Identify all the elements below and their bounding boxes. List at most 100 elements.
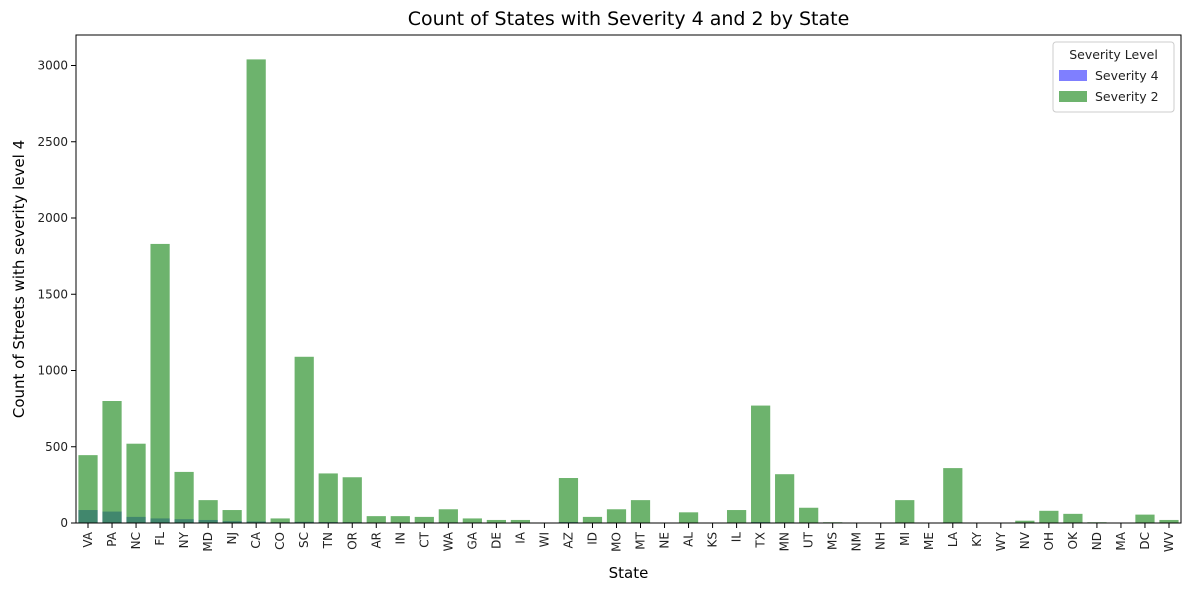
x-tick-label-ne: NE bbox=[658, 532, 672, 549]
bar-severity-2-va bbox=[78, 455, 98, 523]
bar-severity-2-tn bbox=[318, 473, 338, 523]
bar-severity-2-md bbox=[198, 500, 218, 523]
bar-severity-2-mo bbox=[606, 509, 627, 523]
chart-title: Count of States with Severity 4 and 2 by… bbox=[408, 8, 850, 30]
bar-severity-2-ia bbox=[510, 519, 531, 523]
bar-severity-2-oh bbox=[1039, 510, 1059, 523]
x-tick-label-sc: SC bbox=[297, 532, 311, 548]
x-tick-label-wa: WA bbox=[441, 531, 455, 551]
x-tick-label-de: DE bbox=[489, 532, 503, 549]
x-tick-label-ny: NY bbox=[177, 531, 191, 548]
plot-frame bbox=[75, 34, 1182, 524]
x-tick-label-id: ID bbox=[585, 532, 599, 545]
bar-severity-2-sc bbox=[294, 356, 314, 523]
y-tick-label: 500 bbox=[45, 440, 68, 454]
x-tick-label-ut: UT bbox=[802, 531, 816, 548]
x-tick-label-wv: WV bbox=[1162, 531, 1176, 552]
bar-severity-2-wa bbox=[438, 509, 458, 523]
bar-severity-2-al bbox=[678, 512, 699, 523]
bar-severity-2-ny bbox=[174, 471, 194, 523]
bar-severity-2-nc bbox=[126, 443, 146, 523]
bar-severity-2-co bbox=[270, 518, 290, 523]
bars-layer bbox=[78, 59, 1179, 524]
y-tick-label: 1500 bbox=[37, 287, 68, 301]
bar-severity-2-de bbox=[486, 519, 506, 523]
x-tick-label-wi: WI bbox=[537, 532, 551, 547]
x-tick-label-la: LA bbox=[946, 531, 960, 547]
bar-severity-2-il bbox=[726, 510, 747, 523]
bar-severity-2-ct bbox=[414, 516, 434, 523]
x-tick-label-ok: OK bbox=[1066, 531, 1080, 549]
bar-severity-2-la bbox=[943, 468, 963, 523]
x-tick-label-dc: DC bbox=[1138, 532, 1152, 550]
x-tick-label-ca: CA bbox=[249, 531, 263, 548]
x-tick-label-me: ME bbox=[922, 532, 936, 550]
x-tick-label-nc: NC bbox=[129, 532, 143, 549]
x-tick-label-mi: MI bbox=[898, 532, 912, 546]
bar-severity-2-wv bbox=[1159, 519, 1179, 523]
bar-severity-2-ar bbox=[366, 516, 386, 523]
y-axis-label: Count of Streets with severity level 4 bbox=[10, 140, 28, 418]
x-tick-label-ms: MS bbox=[826, 532, 840, 550]
x-tick-label-co: CO bbox=[273, 532, 287, 550]
legend-swatch-severity-2 bbox=[1059, 91, 1087, 102]
x-tick-label-ks: KS bbox=[706, 532, 720, 548]
x-tick-label-ar: AR bbox=[369, 532, 383, 549]
bar-severity-2-id bbox=[582, 516, 603, 523]
bar-severity-2-ok bbox=[1063, 513, 1083, 523]
legend-swatch-severity-4 bbox=[1059, 70, 1087, 81]
bar-severity-2-pa bbox=[102, 401, 122, 523]
x-tick-label-ma: MA bbox=[1114, 531, 1128, 550]
legend: Severity Level Severity 4 Severity 2 bbox=[1052, 41, 1175, 113]
legend-label-severity-4: Severity 4 bbox=[1095, 68, 1159, 83]
bar-severity-2-ga bbox=[462, 518, 482, 523]
x-tick-label-al: AL bbox=[682, 532, 696, 547]
bar-severity-2-mt bbox=[630, 500, 651, 523]
x-tick-label-ia: IA bbox=[513, 531, 527, 544]
x-tick-label-pa: PA bbox=[105, 531, 119, 546]
x-tick-label-nv: NV bbox=[1018, 531, 1032, 549]
bar-severity-2-nj bbox=[222, 510, 242, 523]
x-tick-label-tn: TN bbox=[321, 532, 335, 549]
x-tick-label-mo: MO bbox=[609, 532, 623, 552]
x-tick-label-mn: MN bbox=[778, 532, 792, 551]
x-tick-label-nm: NM bbox=[850, 532, 864, 551]
bar-severity-2-mn bbox=[775, 474, 795, 523]
bar-severity-2-or bbox=[342, 477, 362, 523]
bar-severity-2-in bbox=[390, 516, 410, 523]
y-tick-label: 1000 bbox=[37, 364, 68, 378]
x-tick-label-ct: CT bbox=[417, 531, 431, 547]
x-tick-label-nh: NH bbox=[874, 532, 888, 550]
x-tick-label-az: AZ bbox=[561, 532, 575, 548]
bar-severity-2-dc bbox=[1135, 514, 1155, 523]
bar-severity-2-az bbox=[558, 478, 579, 523]
bar-severity-2-fl bbox=[150, 243, 170, 524]
y-tick-label: 2500 bbox=[37, 135, 68, 149]
y-tick-label: 3000 bbox=[37, 59, 68, 73]
y-tick-label: 2000 bbox=[37, 211, 68, 225]
x-tick-label-wy: WY bbox=[994, 531, 1008, 551]
bar-severity-2-nv bbox=[1015, 520, 1035, 523]
x-tick-label-fl: FL bbox=[153, 532, 167, 546]
bar-severity-2-ut bbox=[799, 507, 819, 523]
legend-label-severity-2: Severity 2 bbox=[1095, 89, 1159, 104]
x-tick-label-in: IN bbox=[393, 532, 407, 545]
axes-layer: 0 500 1000 1500 2000 2500 3000 VA PA NC FL NY MD NJ CA… bbox=[37, 34, 1182, 552]
x-axis-label: State bbox=[609, 564, 649, 582]
x-tick-label-ga: GA bbox=[465, 531, 479, 549]
x-tick-label-nd: ND bbox=[1090, 532, 1104, 550]
x-tick-label-mt: MT bbox=[634, 531, 648, 549]
x-tick-label-tx: TX bbox=[754, 532, 768, 549]
x-tick-label-il: IL bbox=[730, 532, 744, 543]
bar-severity-2-ca bbox=[246, 59, 266, 524]
x-tick-label-ky: KY bbox=[970, 531, 984, 546]
legend-title: Severity Level bbox=[1069, 47, 1158, 62]
x-tick-label-oh: OH bbox=[1042, 532, 1056, 550]
bar-severity-2-tx bbox=[751, 405, 771, 523]
y-tick-label: 0 bbox=[60, 516, 68, 530]
x-tick-label-va: VA bbox=[81, 531, 95, 547]
x-tick-label-md: MD bbox=[201, 532, 215, 552]
x-tick-label-or: OR bbox=[345, 532, 359, 550]
x-tick-label-nj: NJ bbox=[225, 532, 239, 545]
